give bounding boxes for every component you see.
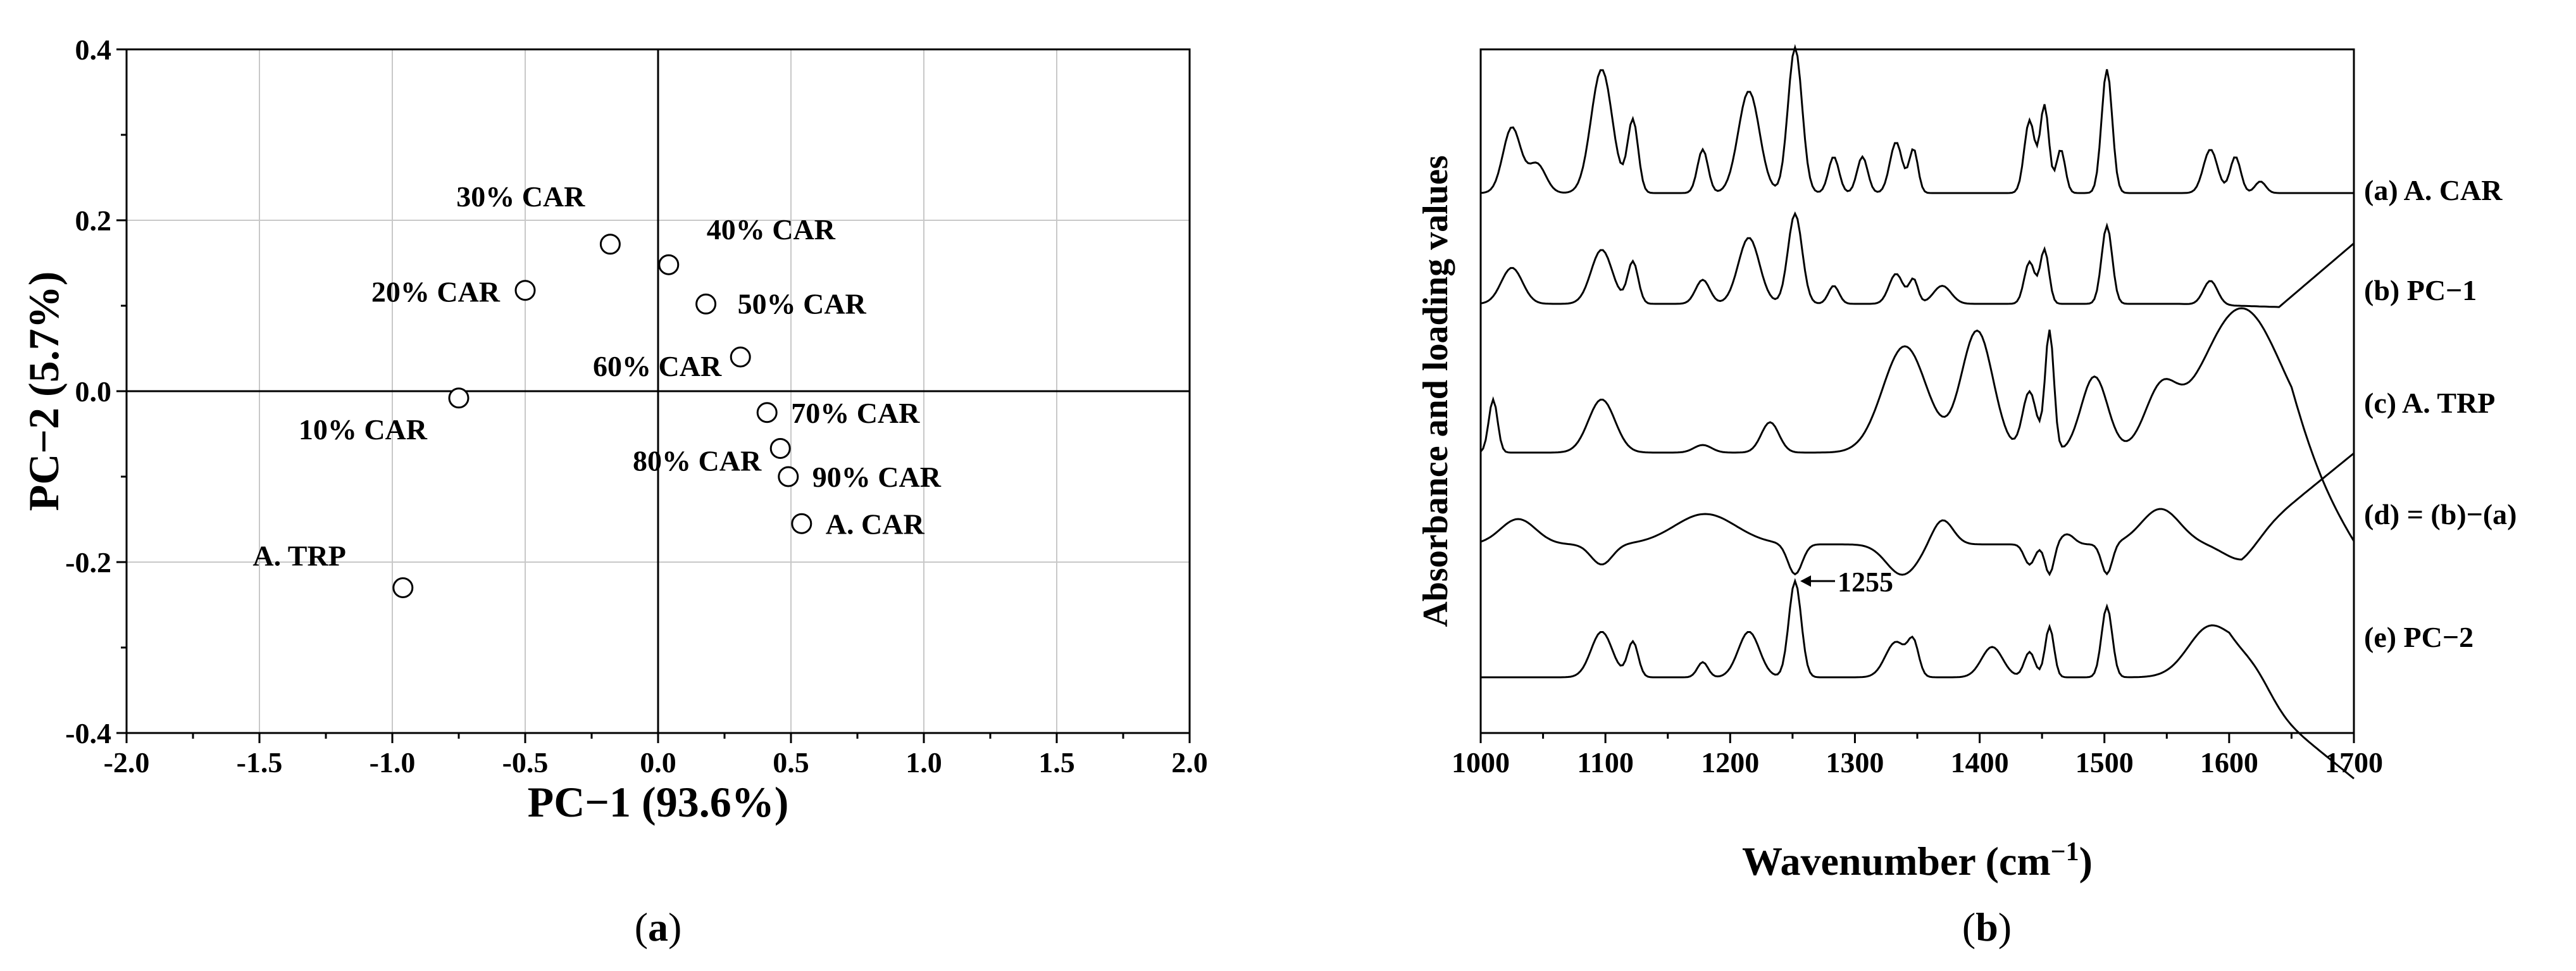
- panel-label-letter: b: [1976, 905, 1998, 949]
- spectrum-trace: [1481, 578, 2355, 780]
- x-axis-title: PC−1 (93.6%): [528, 778, 789, 826]
- x-tick-label: -1.5: [237, 746, 283, 779]
- spectrum-trace: [1480, 211, 2355, 308]
- x-tick-labels: -2.0 -1.5 -1.0 -0.5 0.0 0.5 1.0 1.5 2.0: [104, 746, 1208, 779]
- y-tick-label: -0.2: [65, 546, 111, 579]
- x-tick-label: 1400: [1951, 746, 2009, 779]
- spectrum-trace: [1480, 452, 2355, 577]
- trace-label: (c) A. TRP: [2364, 387, 2495, 419]
- data-point: [514, 280, 536, 301]
- zero-axis-lines: [127, 49, 1190, 733]
- spectrum-trace: [1480, 44, 2354, 194]
- tick-marks: [116, 48, 1191, 743]
- trace-label: (d) = (b)−(a): [2364, 498, 2517, 530]
- x-tick-label: 1200: [1701, 746, 1759, 779]
- annotation-arrowhead: [1800, 575, 1811, 587]
- x-tick-label: -2.0: [104, 746, 150, 779]
- y-tick-labels: 0.4 0.2 0.0 -0.2 -0.4: [65, 34, 111, 749]
- x-tick-label: 1500: [2075, 746, 2134, 779]
- data-point: [778, 466, 799, 487]
- x-tick-label: 0.0: [640, 746, 676, 779]
- x-tick-label: 0.5: [773, 746, 809, 779]
- data-point: [791, 513, 812, 534]
- panel-label: (a): [635, 905, 682, 949]
- point-label: 90% CAR: [812, 461, 942, 493]
- data-point: [769, 437, 791, 459]
- y-axis-title: PC−2 (5.7%): [20, 272, 68, 511]
- data-points: [392, 234, 812, 598]
- x-tick-label: 1.5: [1038, 746, 1075, 779]
- x-tick-label: -1.0: [370, 746, 416, 779]
- spectral-traces: [1479, 44, 2355, 780]
- x-tick-label: 2.0: [1171, 746, 1208, 779]
- data-point: [695, 293, 717, 315]
- annotation-text: 1255: [1838, 567, 1893, 598]
- x-tick-label: 1100: [1577, 746, 1633, 779]
- x-tick-label: 1000: [1452, 746, 1510, 779]
- trace-label: (a) A. CAR: [2364, 174, 2503, 206]
- data-point: [756, 402, 778, 423]
- trace-labels: (a) A. CAR (b) PC−1 (c) A. TRP (d) = (b)−(a…: [2364, 174, 2517, 653]
- x-axis-title: Wavenumber (cm−1): [1742, 837, 2093, 884]
- point-label: 40% CAR: [707, 213, 836, 246]
- point-label: 10% CAR: [299, 413, 428, 446]
- point-label: A. TRP: [252, 540, 345, 572]
- point-label: 80% CAR: [633, 444, 762, 477]
- data-point: [658, 254, 680, 275]
- y-axis-title: Absorbance and loading values: [1416, 155, 1455, 627]
- x-tick-labels: 1000 1100 1200 1300 1400 1500 1600 1700: [1452, 746, 2383, 779]
- data-point: [448, 387, 470, 409]
- point-label: 20% CAR: [371, 276, 501, 308]
- y-tick-label: 0.2: [75, 204, 112, 237]
- spectra-plot: 1000 1100 1200 1300 1400 1500 1600 1700 (a) A. …: [1416, 44, 2517, 949]
- point-label: 70% CAR: [791, 397, 920, 429]
- x-tick-label: 1300: [1826, 746, 1884, 779]
- plot-frame: [1479, 48, 2355, 734]
- data-point: [730, 346, 751, 368]
- y-tick-label: 0.4: [75, 34, 112, 66]
- y-tick-label: -0.4: [65, 717, 111, 749]
- point-label: 30% CAR: [456, 180, 585, 213]
- point-labels: A. TRP 10% CAR 20% CAR 30% CAR 40% CAR 50% CA…: [252, 180, 941, 572]
- peak-annotation: 1255: [1800, 567, 1893, 598]
- trace-label: (b) PC−1: [2364, 274, 2477, 306]
- data-point: [599, 234, 621, 255]
- panel-label: (b): [1962, 905, 2012, 949]
- pca-score-plot: -2.0 -1.5 -1.0 -0.5 0.0 0.5 1.0 1.5 2.0 0.40.20.…: [20, 34, 1208, 949]
- spectrum-trace: [1479, 307, 2355, 542]
- panel-label-letter: a: [648, 905, 668, 949]
- data-point: [392, 577, 414, 598]
- point-label: 50% CAR: [738, 287, 867, 320]
- point-label: A. CAR: [826, 508, 925, 540]
- point-label: 60% CAR: [593, 350, 722, 382]
- x-tick-marks: [1479, 733, 2355, 743]
- y-tick-label: 0.0: [75, 375, 112, 408]
- trace-label: (e) PC−2: [2364, 621, 2473, 653]
- x-tick-label: 1.0: [905, 746, 942, 779]
- x-tick-label: -0.5: [502, 746, 549, 779]
- x-tick-label: 1600: [2200, 746, 2258, 779]
